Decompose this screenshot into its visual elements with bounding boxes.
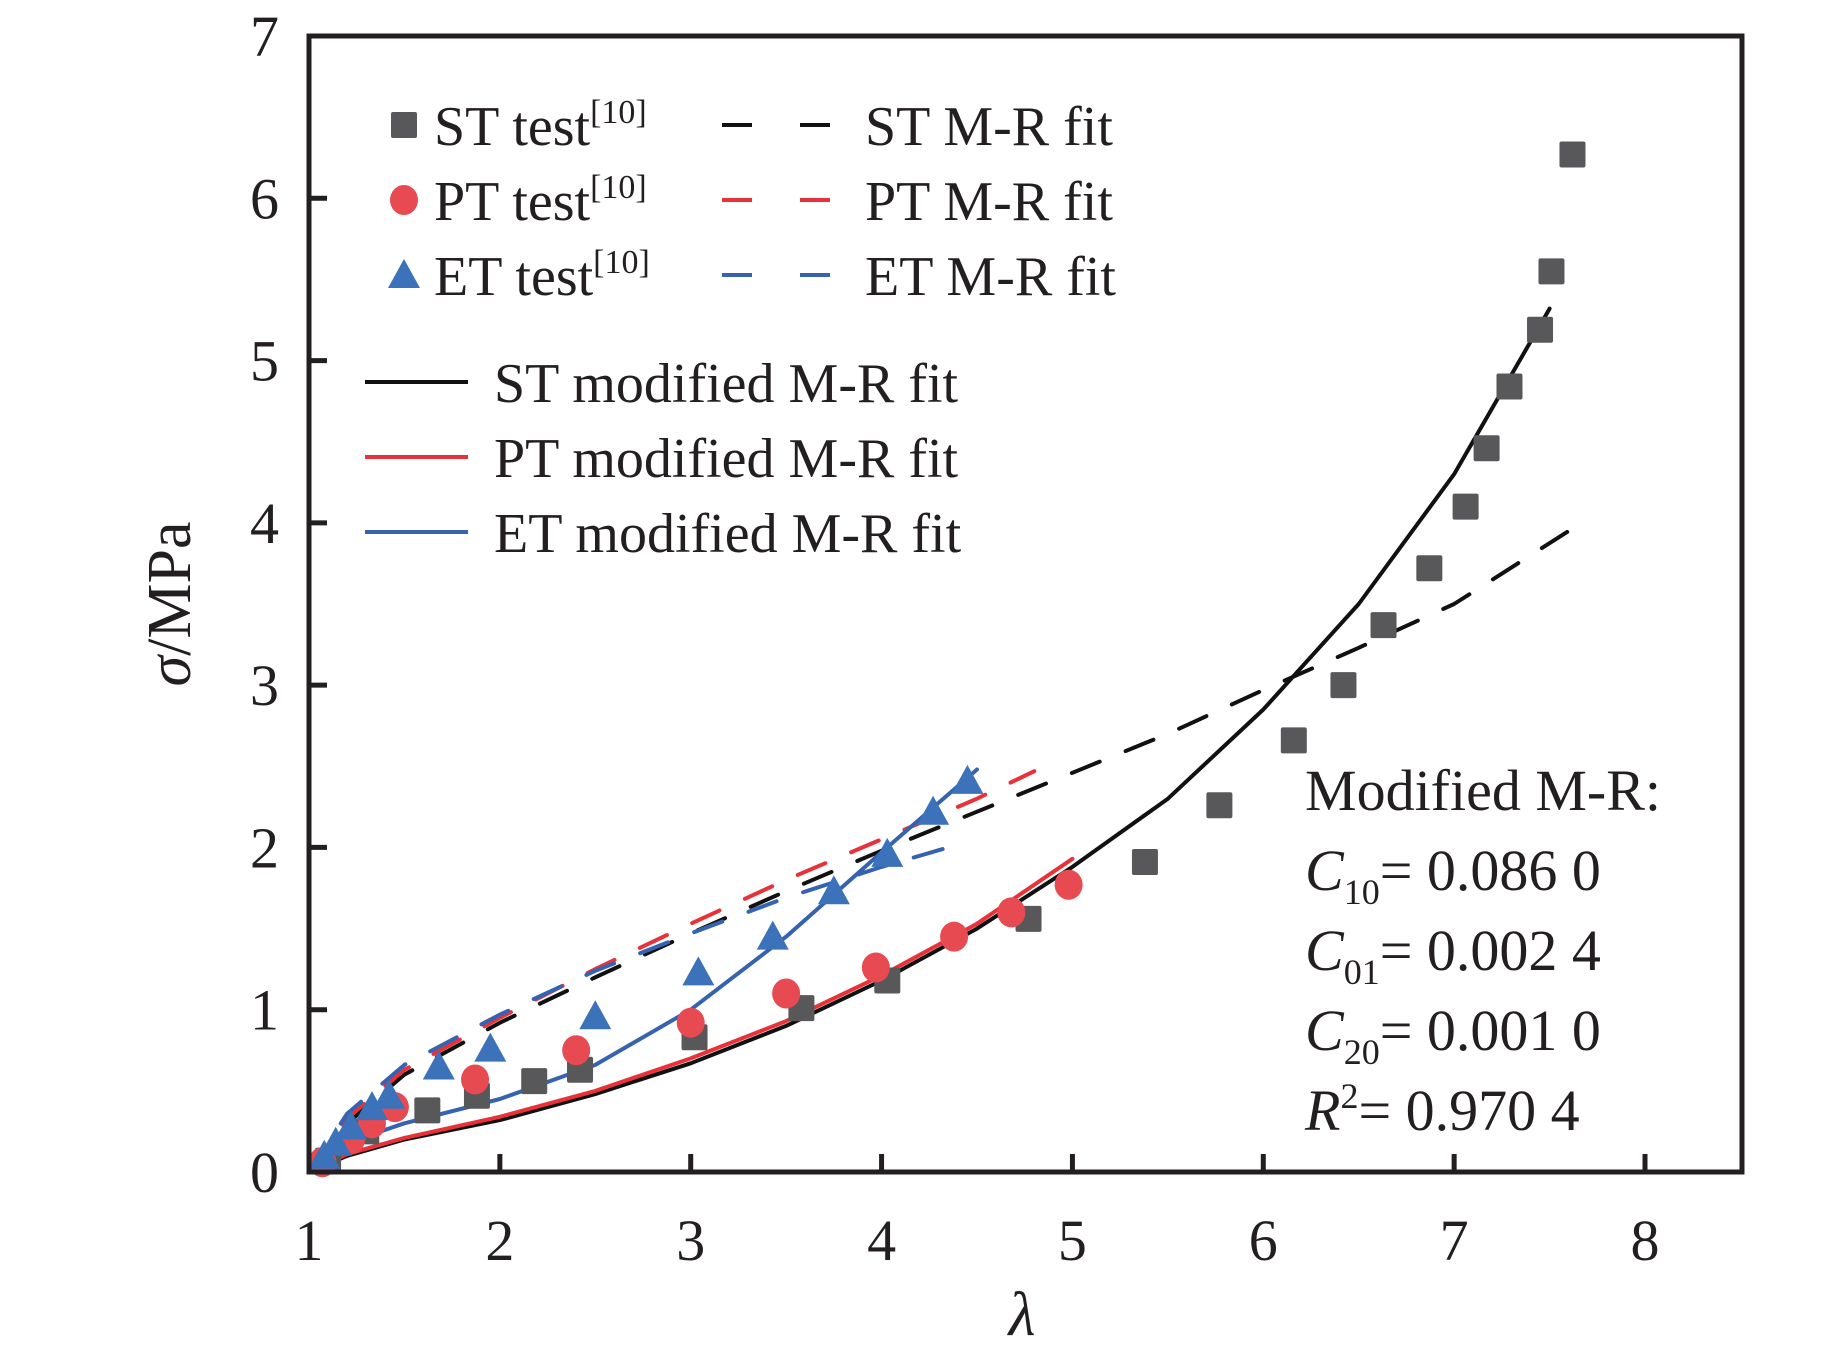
- x-axis-title: λ: [1007, 1281, 1036, 1346]
- legend-label: PT modified M-R fit: [494, 428, 959, 490]
- et-test-point: [579, 1000, 612, 1030]
- legend-marker-pt-test: [390, 185, 418, 215]
- pt-test-point: [861, 952, 890, 983]
- legend-label: ST test[10]: [434, 94, 647, 158]
- legend-item-pt-m-r-fit: PT M-R fit: [722, 171, 1113, 233]
- x-tick-label: 4: [867, 1208, 896, 1273]
- pt-test-point: [1054, 869, 1083, 900]
- annotation-param-r2: R2= 0.970 4: [1304, 1076, 1580, 1143]
- st-test-point: [1330, 672, 1357, 699]
- y-tick-label: 0: [250, 1140, 279, 1205]
- st-test-point: [1527, 316, 1554, 343]
- et-m-r-fit-line: [307, 845, 951, 1174]
- pt-test-point: [997, 897, 1026, 928]
- annotation-box: Modified M-R: C10= 0.086 0 C01= 0.002 4 …: [1304, 758, 1661, 1143]
- st-test-point: [1559, 141, 1586, 168]
- x-tick-label: 2: [485, 1208, 514, 1273]
- st-test-point: [1131, 849, 1158, 876]
- et-test-point: [917, 795, 950, 825]
- plot-frame: [306, 33, 1745, 1175]
- et-test-point: [756, 920, 789, 950]
- y-tick-label: 4: [250, 491, 279, 556]
- et-test-point: [422, 1050, 455, 1080]
- st-test-point: [1280, 727, 1307, 754]
- x-tick-label: 7: [1440, 1208, 1469, 1273]
- pt-test-point: [562, 1035, 591, 1066]
- legend-label: PT M-R fit: [865, 171, 1113, 233]
- legend-item-st-test: ST test[10]: [391, 94, 647, 158]
- et-test-point: [373, 1079, 406, 1109]
- et-test-point: [334, 1110, 367, 1140]
- annotation-heading: Modified M-R:: [1305, 758, 1661, 823]
- et-test-point: [951, 764, 984, 794]
- legend-item-pt-test: PT test[10]: [390, 169, 647, 233]
- st-test-point: [414, 1097, 441, 1124]
- st-test-point: [1538, 258, 1565, 285]
- legend-item-st-modified-m-r-fit: ST modified M-R fit: [365, 353, 959, 415]
- et-test-point: [682, 956, 715, 986]
- legend-label: ST modified M-R fit: [494, 353, 959, 415]
- legend-marker-st-test: [391, 112, 417, 138]
- y-tick-label: 3: [250, 653, 279, 718]
- x-tick-label: 5: [1058, 1208, 1087, 1273]
- x-tick-label: 3: [676, 1208, 705, 1273]
- st-test-point: [1452, 493, 1479, 520]
- legend-label: ST M-R fit: [865, 96, 1113, 158]
- pt-modified-m-r-fit-line: [307, 856, 1075, 1174]
- legend-label: PT test[10]: [434, 169, 647, 233]
- legend-item-st-m-r-fit: ST M-R fit: [722, 96, 1113, 158]
- et-test-point: [817, 875, 850, 905]
- series-layer: [307, 141, 1586, 1178]
- y-tick-label: 6: [250, 166, 279, 231]
- et-test-point: [871, 837, 904, 867]
- y-tick-label: 2: [250, 815, 279, 880]
- y-axis-title: σ/MPa: [136, 522, 204, 687]
- et-test-point: [474, 1032, 507, 1062]
- x-tick-label: 6: [1249, 1208, 1278, 1273]
- legend-item-et-m-r-fit: ET M-R fit: [722, 246, 1116, 308]
- st-test-point: [521, 1068, 548, 1095]
- pt-test-point: [772, 978, 801, 1009]
- st-test-point: [1370, 612, 1397, 639]
- st-test-point: [1416, 555, 1443, 582]
- y-tick-label: 7: [250, 4, 279, 69]
- x-tick-label: 1: [295, 1208, 324, 1273]
- legend-marker-et-test: [388, 259, 420, 288]
- pt-test-point: [676, 1007, 705, 1038]
- legend-label: ET test[10]: [434, 244, 650, 308]
- legend: ST test[10] PT test[10] ET test[10] ST M-R …: [365, 94, 1116, 565]
- legend-item-et-test: ET test[10]: [388, 244, 650, 308]
- st-test-point: [1473, 435, 1500, 462]
- annotation-param-c01: C01= 0.002 4: [1305, 918, 1601, 992]
- legend-item-et-modified-m-r-fit: ET modified M-R fit: [365, 503, 962, 565]
- x-tick-label: 8: [1631, 1208, 1660, 1273]
- legend-label: ET M-R fit: [865, 246, 1116, 308]
- pt-test-point: [940, 921, 969, 952]
- annotation-param-c10: C10= 0.086 0: [1305, 838, 1601, 912]
- st-test-point: [1206, 792, 1233, 819]
- et-test-point: [355, 1091, 388, 1121]
- legend-item-pt-modified-m-r-fit: PT modified M-R fit: [365, 428, 959, 490]
- st-test-point: [1496, 373, 1523, 400]
- et-test-point: [319, 1126, 352, 1156]
- legend-label: ET modified M-R fit: [494, 503, 962, 565]
- y-tick-label: 1: [250, 978, 279, 1043]
- pt-test-point: [461, 1064, 490, 1095]
- annotation-param-c20: C20= 0.001 0: [1305, 998, 1601, 1072]
- y-tick-label: 5: [250, 329, 279, 394]
